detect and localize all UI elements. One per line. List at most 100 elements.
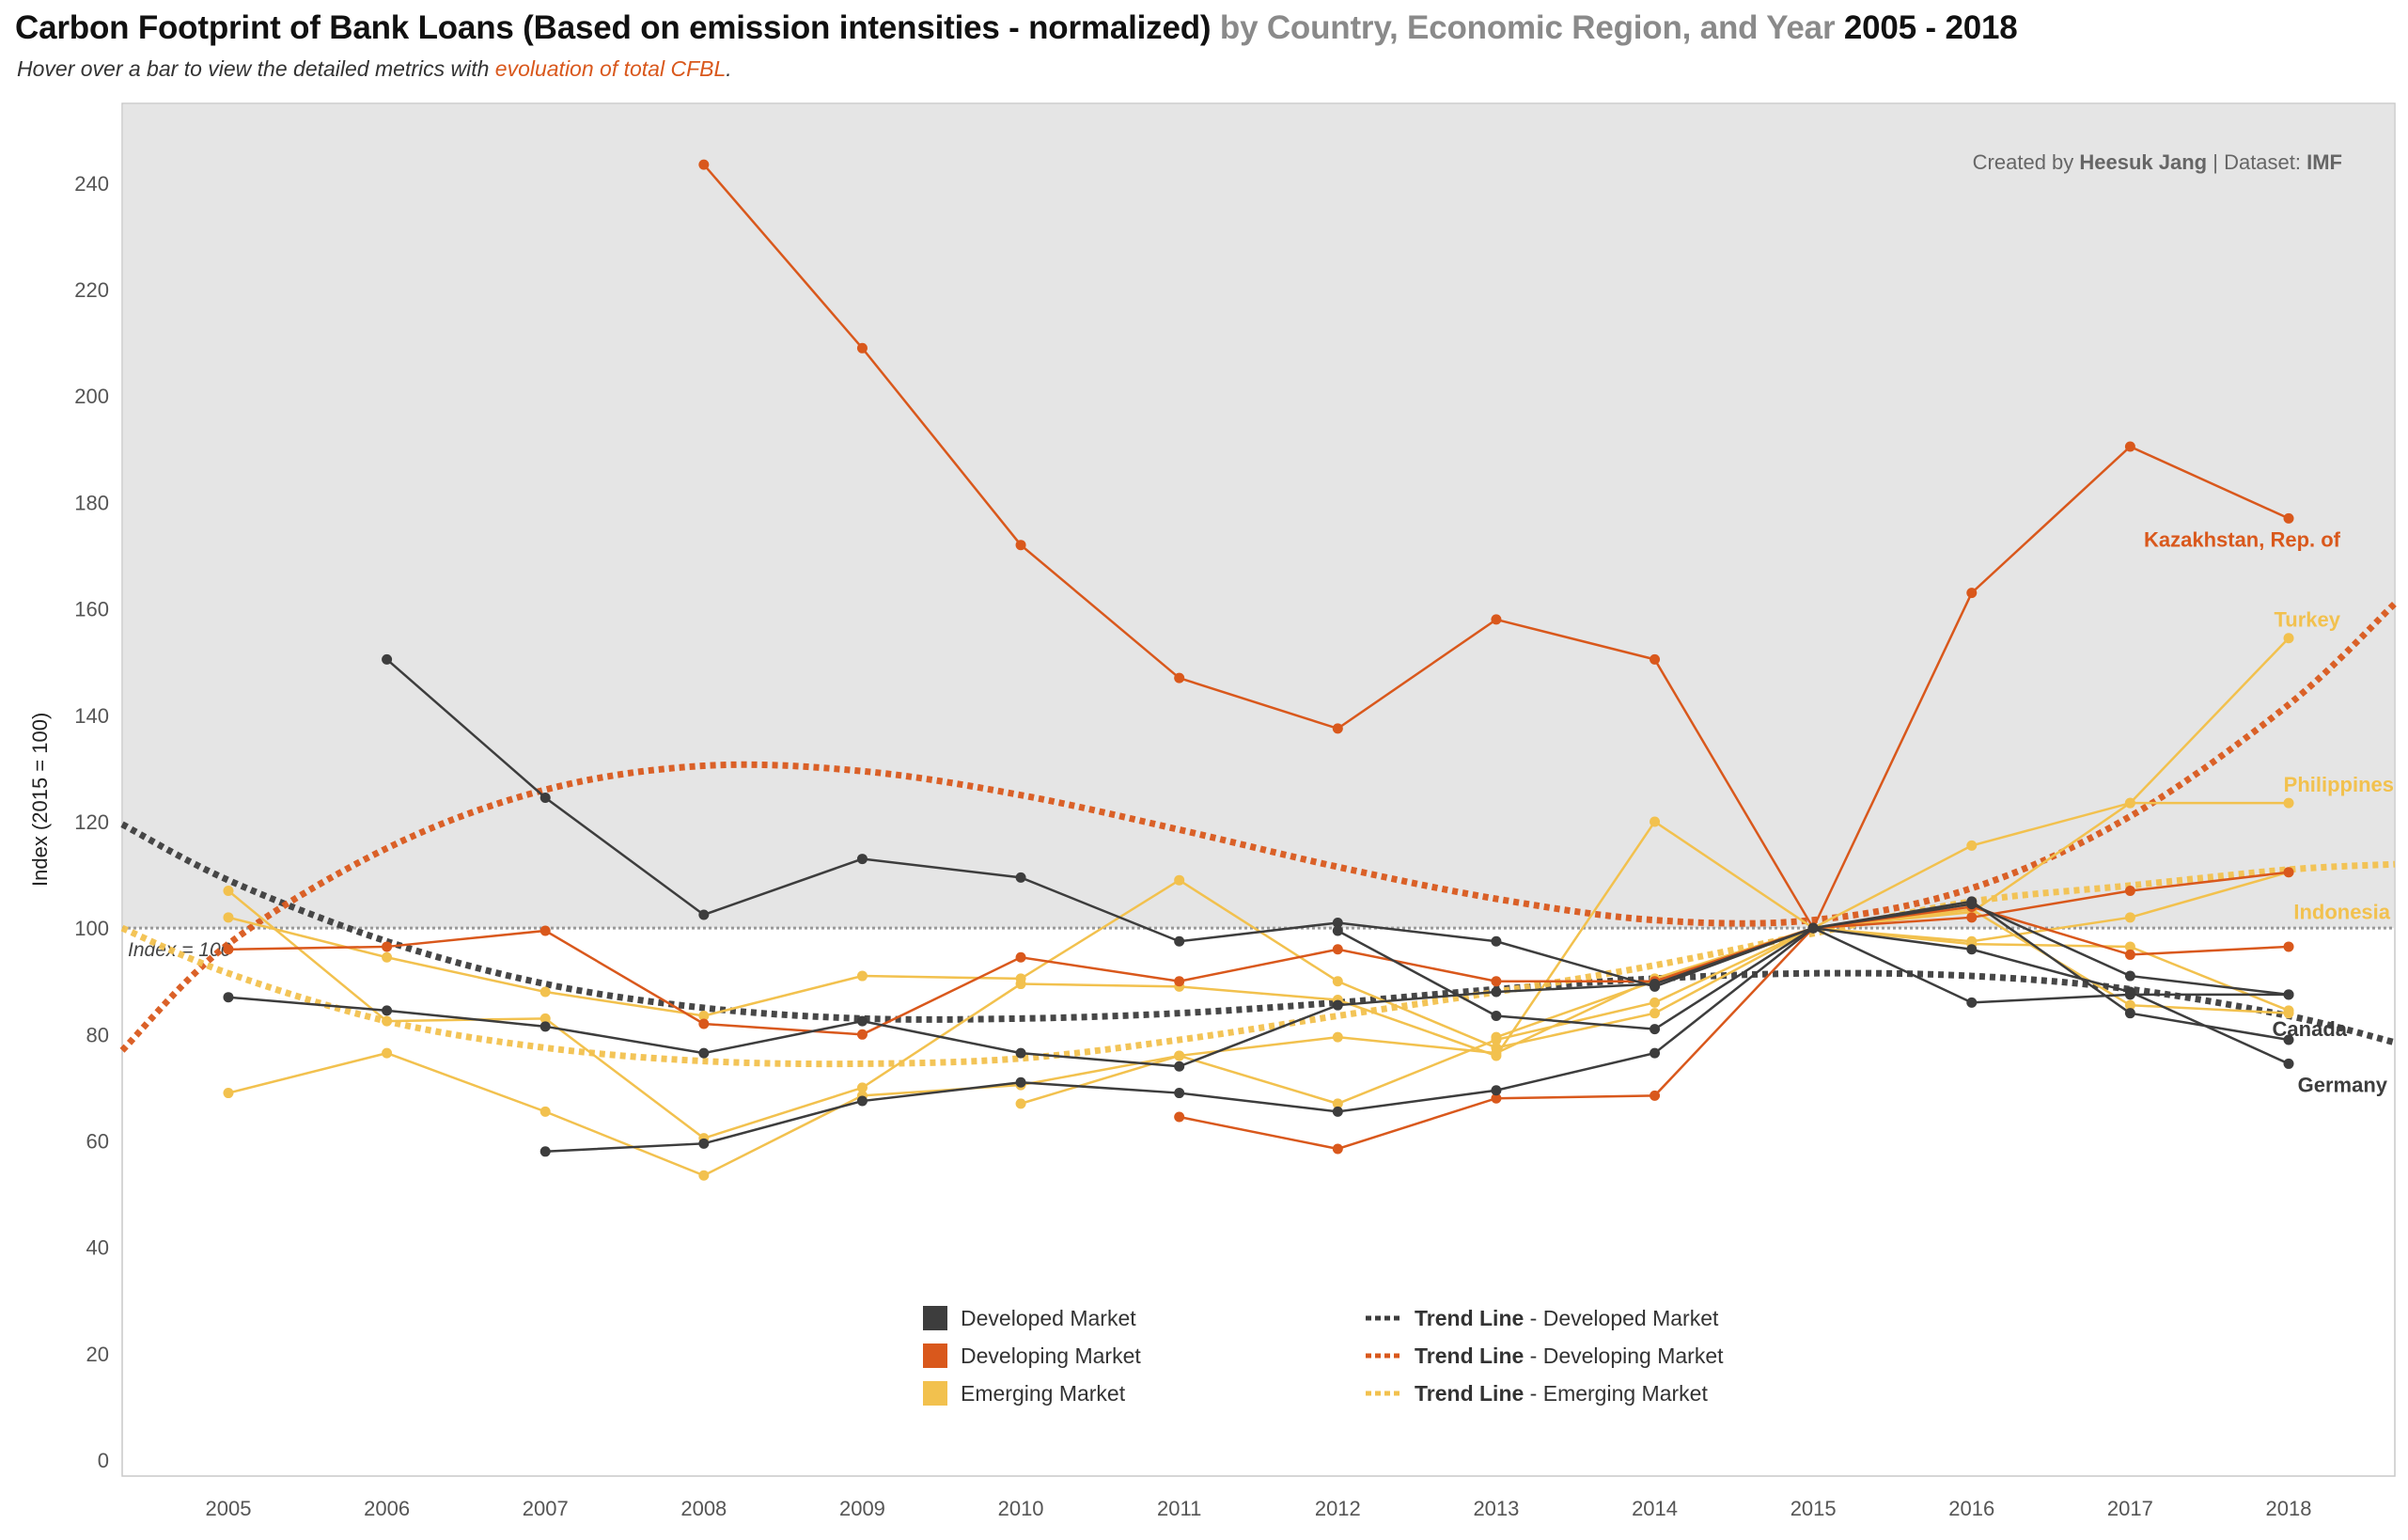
data-point — [1332, 999, 1343, 1011]
data-point — [382, 941, 393, 952]
data-point — [1332, 1098, 1343, 1109]
data-point — [698, 1170, 710, 1181]
data-point — [539, 1021, 551, 1032]
y-tick-label: 100 — [74, 917, 109, 940]
data-point — [223, 886, 234, 897]
data-point — [698, 909, 710, 920]
legend-label: Trend Line - Developed Market — [1415, 1306, 1719, 1330]
data-point — [382, 1005, 393, 1016]
series-line — [227, 903, 2290, 1068]
data-point — [2124, 1008, 2135, 1019]
x-tick-label: 2011 — [1157, 1497, 1201, 1520]
series-line — [227, 871, 2290, 1049]
data-point — [1491, 1047, 1502, 1059]
credit-author: Heesuk Jang — [2079, 150, 2207, 174]
data-point — [698, 1018, 710, 1029]
legend-label-bold: Trend Line — [1415, 1344, 1524, 1368]
x-tick-label: 2007 — [523, 1497, 569, 1520]
subtitle-prefix: Hover over a bar to view the detailed me… — [17, 56, 495, 81]
title-main: Carbon Footprint of Bank Loans (Based on… — [15, 9, 1212, 46]
data-point — [223, 944, 234, 955]
data-point — [856, 1095, 868, 1107]
legend-label-bold: Trend Line — [1415, 1381, 1524, 1406]
data-point — [539, 986, 551, 998]
data-point — [2283, 941, 2294, 952]
series-label: Indonesia — [2293, 901, 2390, 924]
trend-line-emerging — [120, 860, 2396, 1068]
data-point — [382, 1015, 393, 1027]
data-point — [2124, 970, 2135, 982]
legend-label-bold: Trend Line — [1415, 1306, 1524, 1330]
credit-text: Created by Heesuk Jang | Dataset: IMF — [1973, 150, 2342, 174]
data-point — [223, 992, 234, 1003]
data-point — [1015, 951, 1026, 963]
data-point — [1650, 653, 1661, 665]
data-point — [1650, 1047, 1661, 1059]
data-point — [1650, 1008, 1661, 1019]
y-tick-label: 140 — [74, 704, 109, 728]
y-tick-label: 200 — [74, 385, 109, 408]
x-tick-label: 2014 — [1632, 1497, 1678, 1520]
legend-swatch — [923, 1344, 947, 1368]
data-point — [1491, 1031, 1502, 1043]
data-point — [1332, 1143, 1343, 1155]
data-point — [1491, 1085, 1502, 1096]
data-point — [856, 342, 868, 354]
legend-label: Developed Market — [961, 1306, 1136, 1330]
trend-line-developed — [120, 821, 2396, 1046]
data-point — [1332, 976, 1343, 987]
y-tick-label: 160 — [74, 598, 109, 621]
y-tick-label: 0 — [98, 1449, 109, 1472]
data-point — [1174, 874, 1185, 886]
data-point — [1174, 1111, 1185, 1123]
x-tick-label: 2013 — [1473, 1497, 1519, 1520]
data-point — [1650, 981, 1661, 992]
data-point — [1966, 896, 1978, 907]
data-point — [1332, 723, 1343, 734]
title-years: 2005 - 2018 — [1843, 9, 2018, 46]
data-point — [856, 854, 868, 865]
data-point — [539, 925, 551, 936]
y-tick-label: 180 — [74, 491, 109, 514]
data-point — [1015, 1047, 1026, 1059]
data-point — [698, 1047, 710, 1059]
data-point — [2124, 989, 2135, 1000]
data-point — [382, 951, 393, 963]
subtitle-link[interactable]: evoluation of total CFBL — [494, 56, 727, 81]
x-tick-label: 2008 — [680, 1497, 727, 1520]
series-developed-b — [1332, 896, 2294, 1045]
above-index-band — [123, 104, 2394, 929]
data-point — [2283, 1008, 2294, 1019]
x-tick-label: 2006 — [364, 1497, 410, 1520]
data-point — [2124, 797, 2135, 809]
x-tick-label: 2005 — [205, 1497, 251, 1520]
data-point — [1015, 872, 1026, 883]
data-point — [1015, 1076, 1026, 1088]
legend-label: Emerging Market — [961, 1381, 1126, 1406]
y-tick-label: 80 — [86, 1023, 109, 1046]
data-point — [2283, 1058, 2294, 1069]
x-tick-label: 2015 — [1790, 1497, 1837, 1520]
chart-title: Carbon Footprint of Bank Loans (Based on… — [15, 9, 2018, 47]
x-tick-label: 2009 — [839, 1497, 885, 1520]
data-point — [1491, 935, 1502, 947]
data-point — [1807, 922, 1819, 934]
legend-swatch — [923, 1381, 947, 1406]
data-point — [2124, 999, 2135, 1011]
legend-label-rest: - Emerging Market — [1524, 1381, 1708, 1406]
data-point — [1332, 1106, 1343, 1117]
data-point — [1491, 614, 1502, 625]
series-kazakhstan-rep-of — [698, 159, 2294, 934]
data-point — [539, 1146, 551, 1157]
data-point — [2283, 1034, 2294, 1045]
data-point — [2124, 441, 2135, 452]
series-label: Philippines — [2284, 773, 2394, 796]
x-tick-label: 2018 — [2266, 1497, 2312, 1520]
data-point — [223, 1088, 234, 1099]
y-tick-label: 240 — [74, 172, 109, 196]
series-line — [1179, 905, 2290, 1151]
data-point — [856, 1082, 868, 1093]
data-point — [1332, 917, 1343, 928]
data-point — [2283, 797, 2294, 809]
